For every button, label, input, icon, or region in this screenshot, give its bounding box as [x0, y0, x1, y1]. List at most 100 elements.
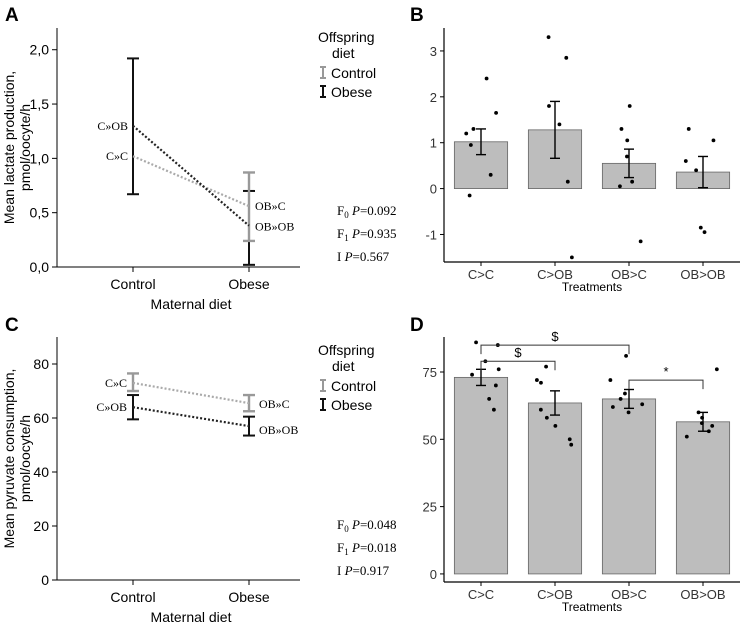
data-point [608, 378, 613, 382]
y-tick-label: 80 [33, 356, 49, 372]
data-point [699, 421, 704, 426]
y-tick-label: -1 [425, 227, 437, 242]
y-axis-unit: pmol/oocyte/h [17, 104, 33, 191]
data-point [565, 179, 570, 184]
data-point [702, 230, 707, 235]
data-point [567, 437, 572, 442]
significance-label: $ [551, 329, 559, 344]
y-tick-label: 3 [430, 44, 437, 59]
y-tick-label: 60 [33, 410, 49, 426]
error-bar [243, 171, 255, 243]
error-bar [127, 372, 139, 393]
legend-item-control: Control [320, 65, 376, 81]
x-tick-label: Obese [228, 276, 269, 292]
x-axis-title: Maternal diet [151, 609, 232, 623]
error-bar [550, 390, 560, 416]
data-point [467, 193, 472, 198]
y-tick-label: 40 [33, 464, 49, 480]
legend-label: Control [331, 378, 376, 394]
bar-ob-c [601, 398, 657, 575]
x-tick-label: OB>C [611, 587, 647, 602]
panel-letter-b: B [410, 5, 424, 26]
x-axis-title: Treatments [562, 280, 622, 294]
significance-label: * [663, 364, 668, 379]
y-axis-title: Mean lactate production, [1, 71, 17, 224]
error-bar [698, 155, 708, 189]
data-point [696, 410, 701, 415]
point-label: OB»C [259, 397, 290, 411]
x-tick-label: OB>C [611, 267, 647, 282]
data-point [683, 159, 688, 163]
x-axis-title: Treatments [562, 600, 622, 614]
data-point [619, 127, 624, 131]
data-point [493, 383, 498, 388]
point-label: C»C [105, 376, 127, 390]
panel-b: -1 0 1 2 3 C>C C>OB OB>C OB>OB Treatments [425, 28, 740, 294]
data-point [564, 55, 569, 60]
legend-label: Obese [331, 84, 372, 100]
data-point [544, 364, 548, 369]
data-point [630, 179, 635, 184]
data-point [464, 131, 469, 136]
series-line-obese [132, 124, 250, 227]
error-bar [624, 148, 634, 179]
y-tick-label: 1 [430, 136, 437, 151]
series-line-control [132, 381, 250, 405]
data-point [625, 138, 630, 143]
data-point [714, 367, 719, 372]
y-tick-label: 1,0 [30, 150, 50, 166]
x-tick-label: OB>OB [680, 587, 725, 602]
series-line-obese [132, 406, 250, 428]
series-line-control [132, 155, 250, 208]
y-tick-label: 50 [423, 432, 437, 447]
panel-letter-a: A [5, 5, 19, 26]
y-tick-label: 0 [430, 182, 437, 197]
data-point [557, 122, 562, 127]
bar-c-c [453, 376, 509, 575]
error-bar [550, 100, 560, 160]
error-bar [476, 128, 486, 156]
data-point [494, 110, 498, 115]
data-point [538, 407, 543, 412]
y-tick-label: 0,0 [30, 259, 50, 275]
data-point [625, 154, 629, 159]
bracket-line [480, 344, 630, 355]
point-label: C»OB [97, 119, 128, 133]
point-label: OB»OB [255, 220, 294, 234]
y-tick-label: 0 [430, 567, 437, 582]
panel-c: 0 20 40 60 80 Control Obese Maternal diet Mean p… [1, 337, 397, 623]
data-point [698, 225, 703, 230]
data-point [684, 434, 689, 439]
x-tick-label: C>OB [537, 587, 573, 602]
data-point [496, 367, 501, 372]
data-point [535, 378, 539, 382]
data-point [624, 353, 628, 358]
x-tick-label: C>OB [537, 267, 573, 282]
legend-label: Control [331, 65, 376, 81]
data-point [640, 402, 645, 407]
panel-d: 0 25 50 75 C>C C>OB OB>C OB>OB Treatments $ $ * [423, 329, 740, 614]
data-point [470, 372, 474, 377]
stat-line: I P=0.917 [337, 563, 390, 578]
y-tick-label: 25 [423, 500, 437, 515]
point-label: OB»OB [259, 423, 298, 437]
data-point [569, 442, 574, 447]
significance-bracket: $ [480, 329, 630, 355]
data-point [544, 415, 549, 420]
data-point [492, 407, 496, 412]
data-point [711, 138, 716, 143]
x-tick-label: Obese [228, 589, 269, 605]
stat-line: F0 P=0.048 [337, 517, 397, 534]
data-point [553, 423, 558, 428]
y-tick-label: 0,5 [30, 205, 50, 221]
data-point [474, 340, 478, 345]
data-point [618, 184, 622, 189]
data-point [626, 410, 631, 415]
data-point [487, 397, 492, 401]
y-tick-label: 2,0 [30, 42, 50, 58]
data-point [694, 168, 699, 173]
point-label: OB»C [255, 199, 286, 213]
